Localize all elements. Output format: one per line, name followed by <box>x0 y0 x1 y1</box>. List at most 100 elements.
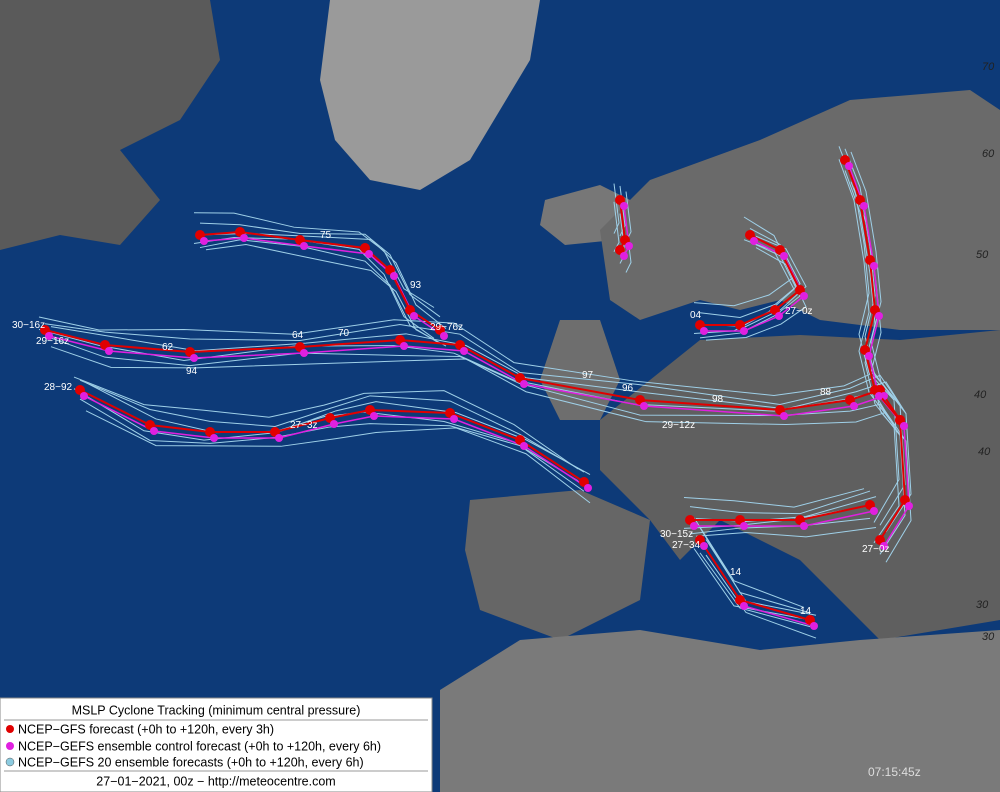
legend-dot <box>5 757 15 767</box>
control-point <box>584 484 592 492</box>
control-point <box>275 434 283 442</box>
control-point <box>190 354 198 362</box>
track-label: 28−92 <box>44 382 73 393</box>
control-point <box>905 502 913 510</box>
track-label: 27−3z <box>290 420 318 431</box>
track-label: 30−15z <box>660 529 693 540</box>
legend-item: NCEP−GEFS 20 ensemble forecasts (+0h to … <box>18 755 364 769</box>
control-point <box>740 602 748 610</box>
control-point <box>740 522 748 530</box>
control-point <box>330 420 338 428</box>
control-point <box>460 347 468 355</box>
control-point <box>150 427 158 435</box>
control-point <box>775 312 783 320</box>
legend-dot <box>6 742 14 750</box>
control-point <box>410 312 418 320</box>
control-point <box>780 252 788 260</box>
control-point <box>520 380 528 388</box>
control-point <box>240 234 248 242</box>
control-point <box>210 434 218 442</box>
track-label: 75 <box>320 230 332 241</box>
ensemble-track <box>689 490 871 515</box>
track-labels: 30−16z 29−16z 28−92 27−3z 29−12z 27−0z 27−0z 30… <box>12 230 890 617</box>
control-point <box>875 392 883 400</box>
legend-footer: 27−01−2021, 00z − http://meteocentre.com <box>96 774 335 788</box>
ensemble-track <box>38 316 900 523</box>
track-label: 27−34 <box>672 540 701 551</box>
control-point <box>870 262 878 270</box>
ensemble-track <box>699 227 801 319</box>
control-point <box>400 342 408 350</box>
ensemble-track <box>73 376 579 470</box>
lat-label: 40 <box>978 446 991 458</box>
control-point <box>700 542 708 550</box>
ensemble-track <box>844 170 901 436</box>
control-point <box>620 252 628 260</box>
ensemble-track <box>693 517 805 608</box>
lat-label: 50 <box>976 249 989 261</box>
control-point <box>800 292 808 300</box>
control-point <box>300 349 308 357</box>
ensemble-track <box>705 247 807 341</box>
control-track <box>694 510 875 527</box>
ensemble-track <box>79 379 585 473</box>
legend-box <box>0 697 433 792</box>
control-point <box>625 242 633 250</box>
control-point <box>875 312 883 320</box>
track-label: 29−16z <box>36 336 69 347</box>
control-point <box>200 237 208 245</box>
ensemble-track <box>50 326 912 533</box>
lat-label: 40 <box>974 389 987 401</box>
control-point <box>690 522 698 530</box>
land-canada <box>0 0 220 250</box>
track-label: 70 <box>338 328 350 339</box>
lat-label: 70 <box>982 61 995 73</box>
timestamp: 07:15:45z <box>868 765 921 779</box>
legend-dot <box>6 725 14 733</box>
track-label: 14 <box>730 567 742 578</box>
ensemble-track <box>199 222 441 318</box>
ensemble-track <box>85 382 591 476</box>
land-africa <box>440 630 1000 792</box>
control-point <box>620 202 628 210</box>
control-point <box>870 507 878 515</box>
control-point <box>780 412 788 420</box>
ensemble-track <box>50 346 912 563</box>
track-label: 27−0z <box>862 544 890 555</box>
track-label: 62 <box>162 342 174 353</box>
control-point <box>880 542 888 550</box>
track-label: 04 <box>690 310 702 321</box>
ensemble-track <box>613 183 620 234</box>
ensemble-track <box>193 212 435 308</box>
lat-label: 60 <box>982 148 995 160</box>
land-iberia <box>465 490 650 640</box>
control-point <box>440 332 448 340</box>
ensemble-track <box>695 526 877 538</box>
ensemble-track <box>193 237 435 339</box>
tracks <box>38 146 913 639</box>
track-label: 94 <box>186 366 198 377</box>
track-label: 93 <box>410 280 422 291</box>
track-label: 98 <box>712 394 724 405</box>
control-point <box>45 332 53 340</box>
track-label: 96 <box>622 383 634 394</box>
ensemble-track <box>73 388 579 482</box>
control-point <box>845 162 853 170</box>
land-greenland <box>320 0 540 190</box>
track-label: 14 <box>800 606 812 617</box>
track-label: 29−12z <box>662 420 695 431</box>
ensemble-track <box>693 216 795 307</box>
control-point <box>750 237 758 245</box>
control-point <box>810 622 818 630</box>
ensemble-track <box>699 552 811 628</box>
ensemble-track <box>199 239 441 345</box>
track-label: 97 <box>582 370 594 381</box>
control-point <box>865 352 873 360</box>
control-point <box>900 422 908 430</box>
ensemble-track <box>838 159 895 426</box>
gfs-track <box>690 504 871 521</box>
control-point <box>450 415 458 423</box>
control-point <box>390 272 398 280</box>
control-point <box>370 412 378 420</box>
ensemble-track <box>79 398 585 492</box>
